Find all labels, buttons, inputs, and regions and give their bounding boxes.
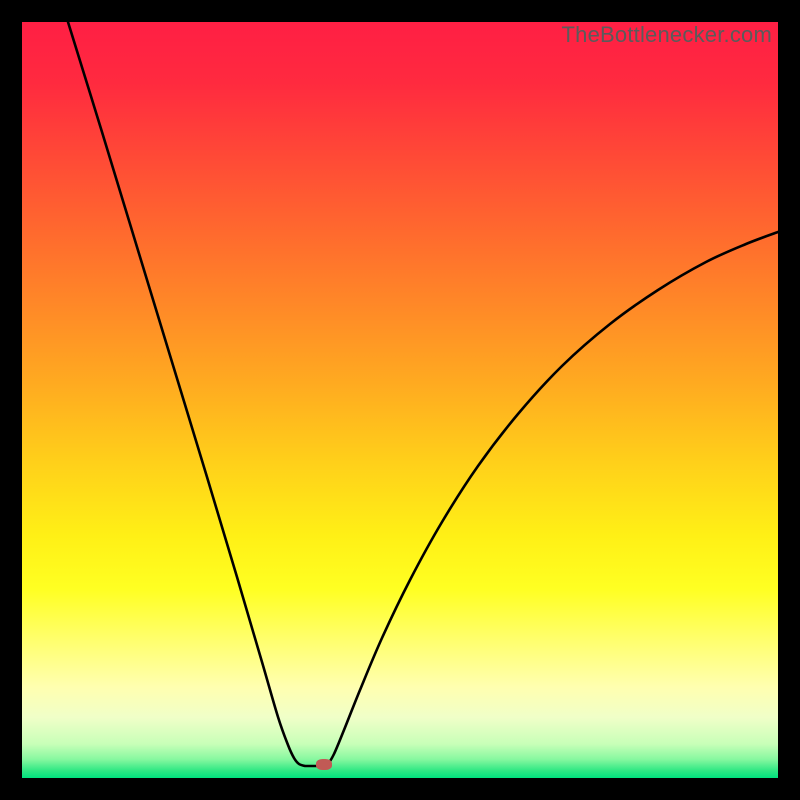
optimum-marker bbox=[316, 759, 332, 770]
plot-area: TheBottlenecker.com bbox=[22, 22, 778, 778]
curve-path bbox=[68, 22, 778, 766]
bottleneck-curve bbox=[22, 22, 778, 778]
